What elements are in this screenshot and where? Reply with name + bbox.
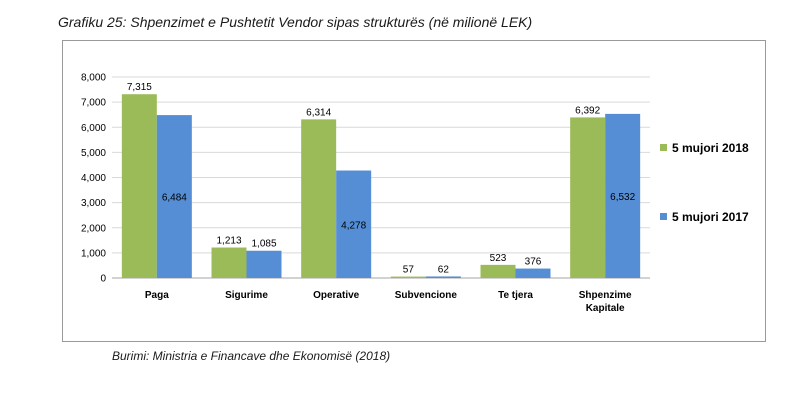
bar-2017: [605, 113, 641, 278]
legend-swatch: [660, 144, 667, 151]
x-category-label: Operative: [313, 290, 360, 301]
chart-frame: [62, 40, 766, 342]
bar-2017: [156, 115, 192, 278]
x-category-label: Paga: [145, 290, 169, 301]
bars: [121, 94, 641, 278]
x-category-label: Kapitale: [586, 303, 625, 314]
source-note: Burimi: Ministria e Financave dhe Ekonom…: [112, 349, 391, 363]
y-tick-label: 5,000: [81, 148, 106, 159]
bar-2017: [246, 250, 282, 278]
bar-2017: [515, 268, 551, 278]
x-category-label: Shpenzime: [579, 290, 632, 301]
y-tick-label: 7,000: [81, 98, 106, 109]
y-tick-label: 8,000: [81, 73, 106, 84]
gridlines: [112, 76, 650, 279]
y-axis-ticks: 0 1,000 2,000 3,000 4,000 5,000 6,000 7,000 8,00…: [81, 73, 106, 285]
bar-2017: [425, 276, 461, 278]
data-label: 1,213: [216, 236, 241, 247]
data-label: 57: [403, 265, 415, 276]
x-category-label: Te tjera: [498, 290, 533, 301]
data-labels: 7,315 6,484 1,213 1,085 6,314 4,278 57 62 523 376…: [127, 82, 636, 275]
legend-label: 5 mujori 2018: [672, 141, 749, 155]
x-category-label: Subvencione: [395, 290, 458, 301]
data-label: 1,085: [251, 239, 276, 250]
x-axis-categories: Paga Sigurime Operative Subvencione Te tjera…: [145, 290, 632, 314]
bar-2017: [336, 170, 372, 278]
bar-2018: [390, 276, 426, 278]
legend-label: 5 mujori 2017: [672, 210, 749, 224]
x-category-label: Sigurime: [225, 290, 268, 301]
data-label: 6,314: [306, 107, 331, 118]
y-tick-label: 2,000: [81, 223, 106, 234]
y-tick-label: 4,000: [81, 173, 106, 184]
y-tick-label: 6,000: [81, 123, 106, 134]
data-label: 7,315: [127, 82, 152, 93]
data-label: 6,484: [162, 193, 187, 204]
data-label: 523: [490, 253, 507, 264]
data-label: 376: [525, 257, 542, 268]
bar-2018: [121, 94, 157, 278]
bar-2018: [301, 119, 337, 278]
y-tick-label: 1,000: [81, 248, 106, 259]
data-label: 6,532: [610, 192, 635, 203]
data-label: 6,392: [575, 105, 600, 116]
y-tick-label: 0: [100, 274, 106, 285]
bar-2018: [480, 264, 516, 278]
data-label: 62: [438, 264, 450, 275]
legend-swatch: [660, 213, 667, 220]
legend: 5 mujori 2018 5 mujori 2017: [660, 141, 749, 224]
bar-2018: [570, 117, 606, 278]
bar-2018: [211, 247, 247, 278]
chart-title: Grafiku 25: Shpenzimet e Pushtetit Vendo…: [58, 14, 533, 30]
data-label: 4,278: [341, 220, 366, 231]
y-tick-label: 3,000: [81, 198, 106, 209]
